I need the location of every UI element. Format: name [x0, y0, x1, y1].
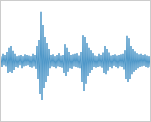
plot-frame: [1, 1, 151, 122]
waveform-line: [1, 12, 150, 100]
chart: [0, 0, 151, 122]
plot-area: [1, 12, 150, 100]
